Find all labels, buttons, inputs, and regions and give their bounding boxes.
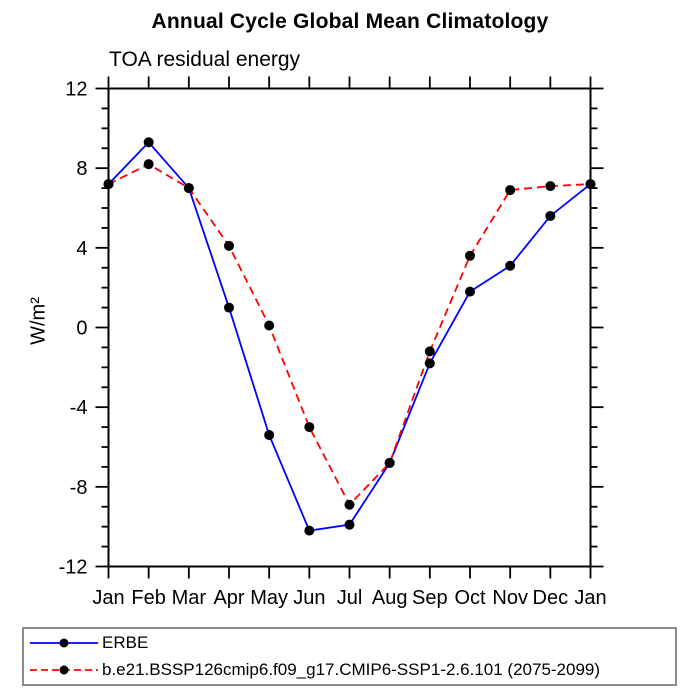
x-tick-label: Jun: [293, 587, 325, 609]
data-point-marker: [465, 250, 475, 261]
x-tick-label: Feb: [131, 587, 165, 609]
data-point-marker: [264, 320, 275, 331]
legend-item-model: b.e21.BSSP126cmip6.f09_g17.CMIP6-SSP1-2.…: [27, 657, 675, 685]
y-tick-label: 8: [76, 158, 87, 180]
data-point-marker: [304, 525, 315, 536]
data-point-marker: [264, 430, 275, 441]
data-point-marker: [505, 260, 516, 271]
y-tick-label: -4: [70, 397, 88, 419]
data-point-marker: [304, 422, 315, 433]
x-tick-label: Oct: [454, 587, 486, 609]
data-point-marker: [505, 185, 516, 196]
x-tick-label: Jan: [92, 587, 124, 609]
legend-label: b.e21.BSSP126cmip6.f09_g17.CMIP6-SSP1-2.…: [102, 660, 601, 680]
x-tick-label: May: [250, 587, 288, 609]
data-point-marker: [545, 210, 556, 221]
y-tick-labels: -12 -8 -4 0 4 8 12: [59, 79, 88, 579]
series-line-model: [108, 163, 591, 507]
x-tick-label: Aug: [372, 587, 408, 609]
series-line-erbe: [107, 140, 592, 532]
data-point-marker: [424, 358, 435, 369]
legend-line-sample: [30, 638, 98, 648]
x-tick-label: Mar: [172, 587, 207, 609]
x-tick-labels: Jan Feb Mar Apr May Jun Jul Aug Sep Oct Nov Dec Jan: [92, 587, 606, 609]
x-tick-label: Apr: [213, 587, 244, 609]
chart-title: Annual Cycle Global Mean Climatology: [151, 10, 549, 33]
y-axis-ticks: [95, 87, 604, 568]
y-tick-label: 12: [65, 79, 87, 101]
data-point-marker: [384, 457, 395, 468]
x-tick-label: Jan: [574, 587, 606, 609]
y-tick-label: -8: [70, 477, 88, 499]
chart-subtitle: TOA residual energy: [109, 48, 301, 71]
data-point-marker: [344, 499, 355, 510]
series-markers-erbe: [103, 137, 596, 536]
data-point-marker: [103, 179, 114, 190]
data-point-marker: [224, 240, 234, 251]
x-tick-label: Nov: [492, 587, 528, 609]
y-tick-label: -12: [59, 557, 88, 579]
series-markers-model: [103, 159, 596, 510]
legend: ERBE b.e21.BSSP126cmip6.f09_g17.CMIP6-SSP…: [22, 627, 677, 686]
data-point-marker: [344, 519, 355, 530]
data-point-marker: [424, 346, 435, 357]
data-point-marker: [143, 159, 154, 170]
x-tick-label: Dec: [533, 587, 569, 609]
y-tick-label: 0: [76, 318, 87, 340]
data-point-marker: [224, 302, 234, 313]
plot-frame: [107, 87, 592, 568]
x-tick-label: Sep: [412, 587, 448, 609]
x-axis-ticks: [107, 76, 592, 579]
legend-line-sample: [30, 665, 98, 675]
data-point-marker: [465, 286, 475, 297]
data-point-marker: [585, 179, 596, 190]
legend-label: ERBE: [102, 632, 149, 652]
y-tick-label: 4: [76, 238, 87, 260]
legend-item-erbe: ERBE: [27, 629, 675, 657]
data-point-marker: [545, 181, 556, 192]
data-point-marker: [183, 183, 194, 194]
x-tick-label: Jul: [337, 587, 363, 609]
data-point-marker: [143, 137, 154, 148]
